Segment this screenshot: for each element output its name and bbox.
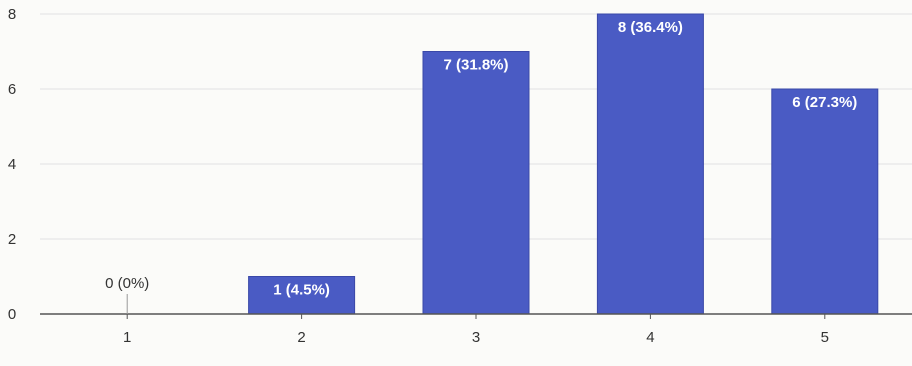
x-tick-label: 2	[297, 329, 305, 346]
y-tick-label: 8	[8, 6, 16, 23]
data-label-1: 0 (0%)	[105, 275, 149, 292]
y-tick-label: 4	[8, 156, 16, 173]
data-label-2: 1 (4.5%)	[273, 282, 330, 299]
data-label-4: 8 (36.4%)	[618, 19, 683, 36]
data-label-5: 6 (27.3%)	[792, 94, 857, 111]
x-tick-label: 3	[472, 329, 480, 346]
y-axis-ticks: 0 2 4 6 8	[8, 6, 16, 323]
data-label-3: 7 (31.8%)	[443, 57, 508, 74]
y-tick-label: 0	[8, 306, 16, 323]
x-tick-label: 4	[646, 329, 654, 346]
data-labels: 0 (0%) 1 (4.5%) 7 (31.8%) 8 (36.4%) 6 (27.3%…	[105, 19, 857, 314]
bar-4	[596, 13, 704, 315]
x-tick-label: 5	[821, 329, 829, 346]
bar-2	[248, 276, 356, 315]
x-axis-ticks: 1 2 3 4 5	[123, 314, 829, 346]
y-tick-label: 6	[8, 81, 16, 98]
x-tick-label: 1	[123, 329, 131, 346]
y-tick-label: 2	[8, 231, 16, 248]
bar-3	[422, 51, 530, 315]
bar-5	[771, 88, 879, 315]
